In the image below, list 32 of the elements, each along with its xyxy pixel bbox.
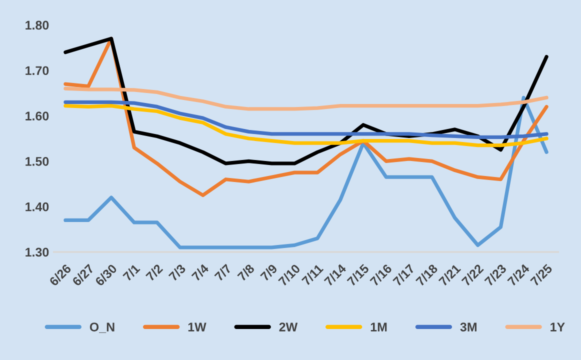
x-tick-label: 7/8: [236, 263, 256, 282]
y-tick-label: 1.40: [26, 202, 49, 212]
x-tick-label: 7/9: [260, 263, 278, 282]
x-tick-label: 7/10: [278, 263, 301, 287]
legend-label: 3M: [460, 322, 476, 332]
y-tick-label: 1.80: [26, 20, 49, 30]
y-tick-label: 1.60: [26, 112, 49, 120]
x-tick-label: 7/22: [460, 263, 484, 287]
line-series: [64, 100, 548, 139]
line-series: [64, 96, 548, 250]
legend-label: 1Y: [550, 322, 565, 332]
x-tick-label: 7/16: [369, 263, 392, 287]
x-tick-label: 7/18: [415, 263, 438, 287]
legend-label: 1M: [370, 322, 387, 332]
x-tick-label: 7/2: [145, 263, 164, 282]
x-tick-label: 7/1: [122, 263, 141, 282]
line-series: [64, 86, 548, 111]
y-tick-label: 1.30: [26, 248, 49, 257]
x-tick-label: 7/4: [191, 263, 210, 282]
x-tick-label: 7/11: [301, 263, 324, 286]
x-tick-label: 6/26: [48, 263, 72, 287]
legend-label: 2W: [279, 322, 298, 332]
line-series: [64, 104, 548, 148]
y-tick-label: 1.70: [26, 66, 49, 76]
x-tick-label: 7/21: [438, 263, 462, 287]
x-tick-label: 7/3: [168, 263, 186, 282]
y-tick-label: 1.50: [26, 157, 49, 166]
x-tick-label: 7/7: [214, 264, 232, 282]
legend-label: 1W: [188, 322, 206, 332]
x-tick-label: 6/30: [94, 263, 118, 287]
x-tick-label: 7/23: [484, 263, 507, 287]
legend-label: O_N: [90, 322, 114, 333]
